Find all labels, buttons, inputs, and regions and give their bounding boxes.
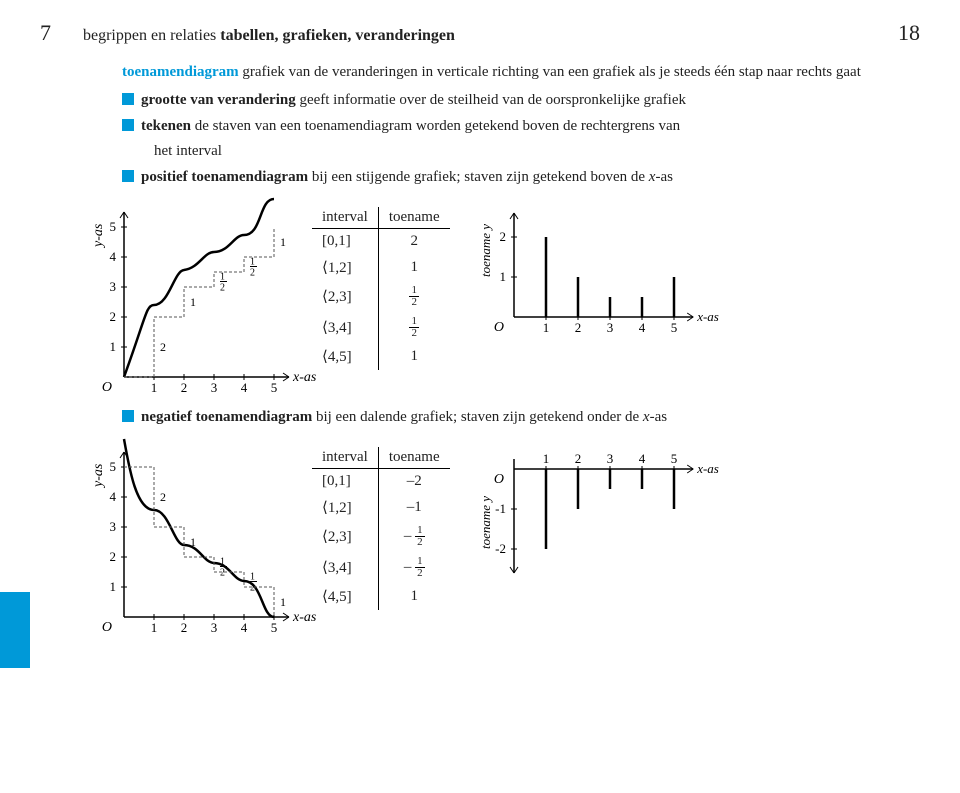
svg-text:5: 5 xyxy=(110,459,117,474)
bar-chart-negative: 12345-1-2Otoename yx-as xyxy=(474,447,704,597)
svg-text:1: 1 xyxy=(280,595,286,609)
svg-text:2: 2 xyxy=(160,490,166,504)
interval-table-negative: intervaltoename [0,1]–2⟨1,2]–1⟨2,3]– 12⟨… xyxy=(312,447,450,610)
interval-table-positive: intervaltoename [0,1]2⟨1,2]1⟨2,3]12⟨3,4]… xyxy=(312,207,450,370)
svg-text:x-as: x-as xyxy=(696,461,719,476)
svg-text:y-as: y-as xyxy=(91,463,106,489)
svg-text:1: 1 xyxy=(110,579,117,594)
svg-text:1: 1 xyxy=(220,556,225,567)
curve-chart-positive: 1122334455Oy-asx-as2112121 xyxy=(88,207,288,397)
svg-text:2: 2 xyxy=(250,582,255,593)
svg-text:1: 1 xyxy=(151,380,158,395)
bullet-1: grootte van verandering geeft informatie… xyxy=(122,90,920,112)
svg-text:1: 1 xyxy=(190,535,196,549)
svg-text:1: 1 xyxy=(190,295,196,309)
svg-text:2: 2 xyxy=(220,282,225,293)
square-icon xyxy=(122,119,134,131)
bullet-3: positief toenamendiagram bij een stijgen… xyxy=(122,167,920,189)
section-light: begrippen en relaties xyxy=(83,27,216,44)
svg-text:4: 4 xyxy=(110,489,117,504)
page-header: 7 begrippen en relaties tabellen, grafie… xyxy=(40,20,920,46)
svg-text:3: 3 xyxy=(606,320,613,335)
svg-text:2: 2 xyxy=(499,229,506,244)
svg-text:2: 2 xyxy=(181,380,188,395)
svg-text:4: 4 xyxy=(638,320,645,335)
svg-text:1: 1 xyxy=(542,451,549,466)
square-icon xyxy=(122,170,134,182)
svg-text:5: 5 xyxy=(271,620,278,635)
bullet-4: negatief toenamendiagram bij een dalende… xyxy=(122,407,920,429)
square-icon xyxy=(122,93,134,105)
svg-text:2: 2 xyxy=(250,267,255,278)
svg-text:1: 1 xyxy=(110,339,117,354)
svg-text:5: 5 xyxy=(271,380,278,395)
section-bold: tabellen, grafieken, veranderingen xyxy=(220,27,455,44)
svg-text:x-as: x-as xyxy=(292,610,317,625)
svg-text:y-as: y-as xyxy=(91,223,106,249)
positive-figure-row: 1122334455Oy-asx-as2112121 intervaltoena… xyxy=(88,207,920,397)
intro-term: toenamendiagram xyxy=(122,64,239,80)
svg-text:O: O xyxy=(494,320,504,335)
svg-text:2: 2 xyxy=(110,309,117,324)
bar-chart-positive: 1234512Otoename yx-as xyxy=(474,207,704,357)
svg-text:4: 4 xyxy=(638,451,645,466)
svg-text:2: 2 xyxy=(160,340,166,354)
svg-text:-1: -1 xyxy=(495,501,506,516)
svg-text:3: 3 xyxy=(211,620,218,635)
svg-text:3: 3 xyxy=(110,519,117,534)
svg-text:3: 3 xyxy=(110,279,117,294)
bullet-2: tekenen de staven van een toenamendiagra… xyxy=(122,116,920,138)
svg-text:5: 5 xyxy=(670,320,677,335)
svg-text:toename y: toename y xyxy=(478,495,493,548)
svg-text:5: 5 xyxy=(670,451,677,466)
svg-text:1: 1 xyxy=(250,571,255,582)
svg-text:-2: -2 xyxy=(495,541,506,556)
svg-text:2: 2 xyxy=(574,320,581,335)
svg-text:O: O xyxy=(102,620,112,635)
square-icon xyxy=(122,410,134,422)
svg-text:2: 2 xyxy=(110,549,117,564)
svg-text:1: 1 xyxy=(220,271,225,282)
svg-text:2: 2 xyxy=(220,567,225,578)
svg-text:4: 4 xyxy=(110,249,117,264)
bullet-2-cont: het interval xyxy=(154,141,920,163)
svg-text:O: O xyxy=(102,380,112,395)
svg-text:x-as: x-as xyxy=(292,370,317,385)
svg-text:4: 4 xyxy=(241,380,248,395)
svg-text:2: 2 xyxy=(574,451,581,466)
svg-text:O: O xyxy=(494,472,504,487)
svg-text:1: 1 xyxy=(280,235,286,249)
svg-text:5: 5 xyxy=(110,219,117,234)
svg-text:toename y: toename y xyxy=(478,223,493,276)
svg-text:x-as: x-as xyxy=(696,309,719,324)
negative-figure-row: 1122334455Oy-asx-as2112121 intervaltoena… xyxy=(88,447,920,637)
intro-text: toenamendiagram grafiek van de veranderi… xyxy=(122,62,920,84)
svg-text:2: 2 xyxy=(181,620,188,635)
side-tab xyxy=(0,592,30,668)
svg-text:1: 1 xyxy=(250,256,255,267)
left-page-number: 7 xyxy=(40,20,51,45)
svg-text:4: 4 xyxy=(241,620,248,635)
svg-text:1: 1 xyxy=(499,269,506,284)
svg-text:3: 3 xyxy=(606,451,613,466)
svg-text:1: 1 xyxy=(151,620,158,635)
svg-text:3: 3 xyxy=(211,380,218,395)
svg-text:1: 1 xyxy=(542,320,549,335)
right-page-number: 18 xyxy=(898,20,920,46)
curve-chart-negative: 1122334455Oy-asx-as2112121 xyxy=(88,447,288,637)
